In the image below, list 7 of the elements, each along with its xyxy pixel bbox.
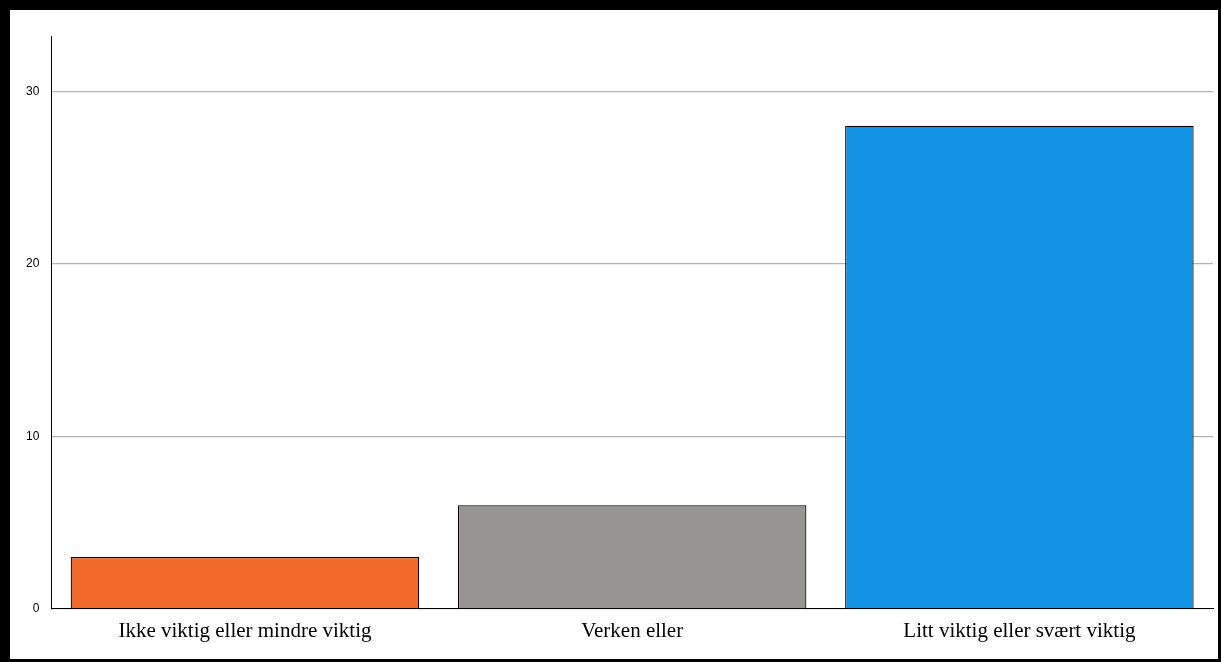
y-tick-label: 10 <box>25 428 40 443</box>
x-tick-label: Ikke viktig eller mindre viktig <box>118 617 373 642</box>
y-tick-label: 0 <box>32 601 40 616</box>
y-tick-label: 20 <box>25 256 40 271</box>
x-tick-label: Litt viktig eller svært viktig <box>903 617 1136 642</box>
x-tick-label: Verken eller <box>581 617 684 642</box>
y-tick-label: 30 <box>25 83 40 98</box>
